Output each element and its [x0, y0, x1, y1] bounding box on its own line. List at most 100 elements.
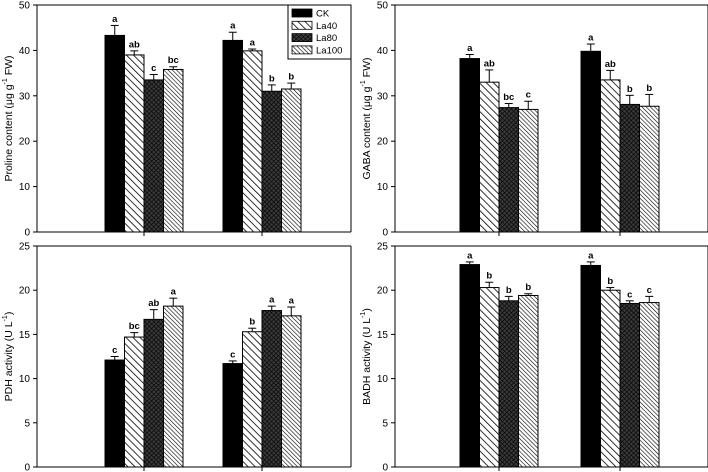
significance-label: c [230, 349, 235, 360]
y-tick-label: 20 [377, 286, 389, 297]
y-tick-label: 20 [19, 286, 31, 297]
bar-la80-group-1 [498, 107, 519, 233]
bar-la80-group-2 [619, 103, 640, 233]
y-tick-label: 0 [382, 228, 388, 239]
panel-D: 0 5 10 15 20 25 BADH activity (U L-1) a a b b b c b c [360, 242, 708, 472]
significance-label: a [112, 14, 118, 25]
significance-label: a [467, 43, 473, 54]
bar-ck-group-2 [222, 39, 243, 233]
significance-label: a [269, 295, 275, 306]
y-tick-label: 25 [377, 242, 389, 253]
y-tick-label: 10 [377, 374, 389, 385]
bar-la100-group-1 [163, 68, 184, 233]
bar-ck-group-2 [222, 363, 243, 468]
y-tick-label: 15 [377, 330, 389, 341]
significance-label: b [486, 271, 492, 282]
significance-label: bc [503, 92, 514, 103]
y-tick-label: 20 [19, 137, 31, 148]
y-tick-label: 50 [377, 1, 389, 12]
significance-label: ab [605, 59, 616, 70]
y-axis-title: PDH activity (U L-1) [2, 312, 15, 402]
bar-ck-group-2 [580, 264, 601, 468]
bar-la100-group-1 [163, 305, 184, 468]
legend-swatch-la40 [291, 20, 313, 30]
significance-label: b [607, 276, 613, 287]
bar-la100-group-2 [639, 302, 660, 468]
y-tick-label: 40 [377, 46, 389, 57]
significance-label: b [288, 72, 294, 83]
significance-label: a [230, 21, 236, 32]
legend-swatch-la80 [291, 33, 313, 42]
bar-la40-group-2 [600, 79, 621, 233]
legend-label-la80: La80 [316, 33, 337, 44]
significance-label: ab [129, 39, 140, 50]
y-tick-label: 0 [382, 463, 388, 472]
bar-la40-group-2 [242, 50, 263, 233]
y-tick-label: 10 [19, 182, 31, 193]
significance-label: b [506, 285, 512, 296]
bar-la40-group-1 [479, 287, 500, 468]
y-tick-label: 10 [19, 374, 31, 385]
bar-la80-group-1 [143, 318, 164, 468]
legend-label-ck: CK [316, 9, 330, 20]
bar-la100-group-2 [281, 315, 302, 468]
y-tick-label: 25 [19, 242, 31, 253]
y-tick-label: 0 [24, 228, 30, 239]
significance-label: b [269, 73, 275, 84]
significance-label: a [289, 295, 295, 306]
y-tick-label: 50 [19, 1, 31, 12]
y-tick-label: 30 [377, 91, 389, 102]
bar-la40-group-2 [600, 289, 621, 468]
significance-label: b [627, 84, 633, 95]
significance-label: b [525, 282, 531, 293]
legend-swatch-la100 [291, 45, 313, 55]
y-tick-label: 10 [377, 182, 389, 193]
bar-ck-group-1 [104, 34, 125, 233]
bar-la40-group-1 [479, 81, 500, 233]
significance-label: a [171, 287, 177, 298]
bar-la100-group-2 [639, 105, 660, 233]
y-axis-title: GABA content (μg g-1 FW) [360, 57, 373, 179]
y-tick-label: 15 [19, 330, 31, 341]
bar-ck-group-2 [580, 50, 601, 233]
bar-la80-group-2 [261, 90, 282, 233]
y-tick-label: 0 [24, 463, 30, 472]
bar-la40-group-1 [124, 336, 145, 468]
significance-label: a [250, 38, 256, 49]
significance-label: a [588, 33, 594, 44]
significance-label: c [627, 289, 632, 300]
bar-la80-group-1 [143, 79, 164, 233]
significance-label: a [467, 250, 473, 261]
y-axis-title: BADH activity (U L-1) [360, 308, 373, 405]
bar-la40-group-1 [124, 54, 145, 233]
significance-label: b [646, 83, 652, 94]
y-tick-label: 5 [24, 418, 30, 429]
legend-label-la40: La40 [316, 21, 337, 32]
y-tick-label: 20 [377, 137, 389, 148]
bar-ck-group-1 [459, 58, 480, 233]
significance-label: c [526, 90, 531, 101]
bar-la100-group-1 [518, 108, 539, 233]
bar-la80-group-2 [619, 302, 640, 468]
bar-la40-group-2 [242, 331, 263, 468]
y-tick-label: 5 [382, 418, 388, 429]
bar-la80-group-2 [261, 310, 282, 468]
significance-label: c [647, 285, 652, 296]
bar-ck-group-1 [459, 264, 480, 468]
significance-label: bc [168, 55, 179, 66]
significance-label: b [249, 317, 255, 328]
panel-C: 0 5 10 15 20 25 PDH activity (U L-1) c c bc b ab a a a [2, 242, 352, 472]
legend-label-la100: La100 [316, 45, 342, 56]
bar-ck-group-1 [104, 359, 125, 468]
panel-A: 0 10 20 30 40 50 Proline content (μg g-1 FW) a a… [2, 1, 352, 239]
significance-label: a [588, 250, 594, 261]
y-tick-label: 30 [19, 91, 31, 102]
y-tick-label: 40 [19, 46, 31, 57]
significance-label: ab [484, 58, 495, 69]
bar-la100-group-2 [281, 88, 302, 233]
bar-la100-group-1 [518, 295, 539, 468]
